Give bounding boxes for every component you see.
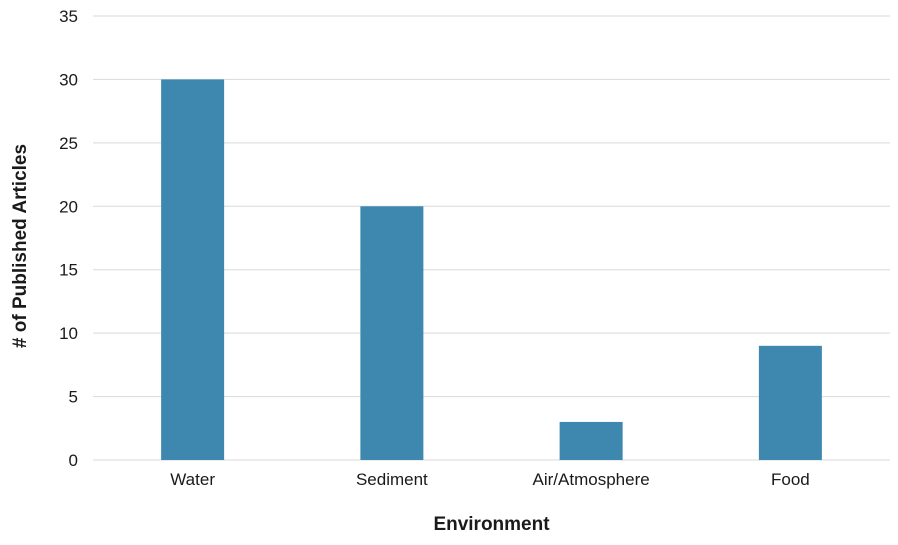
y-tick-label: 5 [69,388,78,407]
y-tick-label: 10 [59,324,78,343]
x-tick-label: Food [771,470,810,489]
bar-sediment [360,206,424,460]
bars [161,79,822,460]
x-tick-label: Sediment [356,470,428,489]
y-tick-label: 30 [59,70,78,89]
x-tick-label: Water [170,470,215,489]
y-axis-title: # of Published Articles [10,144,31,348]
bar-water [161,79,225,460]
gridlines [93,15,890,461]
y-tick-label: 0 [69,451,78,470]
y-tick-labels: 0 5 10 15 20 25 30 35 [59,7,78,470]
y-tick-label: 25 [59,134,78,153]
y-tick-label: 15 [59,261,78,280]
y-tick-label: 35 [59,7,78,26]
x-axis-title: Environment [433,514,550,535]
x-tick-labels: Water Sediment Air/Atmosphere Food [170,470,809,489]
bar-air-atmosphere [559,421,623,460]
bar-food [758,345,822,460]
y-tick-label: 20 [59,197,78,216]
x-tick-label: Air/Atmosphere [533,470,650,489]
